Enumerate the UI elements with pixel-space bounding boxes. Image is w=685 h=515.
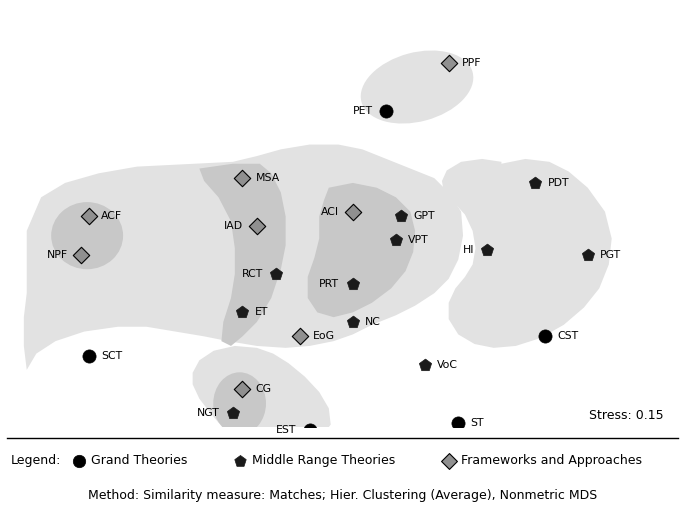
Text: ACF: ACF [101, 212, 122, 221]
Text: VoC: VoC [437, 360, 458, 370]
Text: Stress: 0.15: Stress: 0.15 [589, 409, 664, 422]
Point [443, 59, 454, 67]
Text: VPT: VPT [408, 235, 429, 246]
Point [237, 385, 248, 393]
Text: HI: HI [463, 245, 475, 255]
Text: NGT: NGT [197, 408, 219, 418]
Polygon shape [199, 164, 286, 346]
Ellipse shape [361, 50, 473, 124]
Point [84, 351, 95, 359]
Point [84, 212, 95, 220]
Point [482, 246, 493, 254]
Point [237, 174, 248, 182]
Point [530, 179, 540, 187]
Text: Middle Range Theories: Middle Range Theories [252, 454, 395, 467]
Point [390, 236, 401, 245]
Text: Legend:: Legend: [10, 454, 61, 467]
Text: CG: CG [255, 384, 271, 394]
Text: IAD: IAD [224, 221, 243, 231]
Point [347, 208, 358, 216]
Point [271, 270, 282, 278]
Ellipse shape [51, 202, 123, 269]
Point [304, 426, 315, 435]
Text: ET: ET [255, 307, 269, 317]
Point [347, 318, 358, 326]
Text: CST: CST [557, 331, 578, 341]
Polygon shape [192, 346, 331, 442]
Text: PPF: PPF [462, 58, 482, 68]
Point [251, 222, 262, 230]
Point [582, 251, 593, 259]
Text: NC: NC [365, 317, 381, 327]
Text: RCT: RCT [241, 269, 262, 279]
Point [347, 280, 358, 288]
Text: Frameworks and Approaches: Frameworks and Approaches [461, 454, 642, 467]
Ellipse shape [213, 372, 266, 435]
Point [227, 409, 238, 417]
Point [295, 332, 306, 340]
Polygon shape [308, 183, 415, 317]
Text: GPT: GPT [413, 212, 435, 221]
Text: PET: PET [353, 106, 373, 116]
Polygon shape [442, 159, 612, 348]
Point [453, 419, 464, 427]
Text: PRT: PRT [319, 279, 339, 288]
Text: Grand Theories: Grand Theories [91, 454, 188, 467]
Point [419, 361, 430, 369]
Text: ST: ST [471, 418, 484, 427]
Text: EoG: EoG [312, 331, 334, 341]
Point [381, 107, 392, 115]
Point [237, 308, 248, 317]
Text: SCT: SCT [101, 351, 123, 360]
Text: PGT: PGT [600, 250, 621, 260]
Text: NPF: NPF [47, 250, 68, 260]
Point [539, 332, 550, 340]
Polygon shape [24, 145, 463, 370]
Point [76, 251, 87, 259]
Text: EST: EST [276, 425, 296, 435]
Text: Method: Similarity measure: Matches; Hier. Clustering (Average), Nonmetric MDS: Method: Similarity measure: Matches; Hie… [88, 489, 597, 502]
Point [395, 212, 406, 220]
Text: PDT: PDT [547, 178, 569, 188]
Text: MSA: MSA [256, 173, 280, 183]
Text: ACI: ACI [321, 207, 339, 217]
